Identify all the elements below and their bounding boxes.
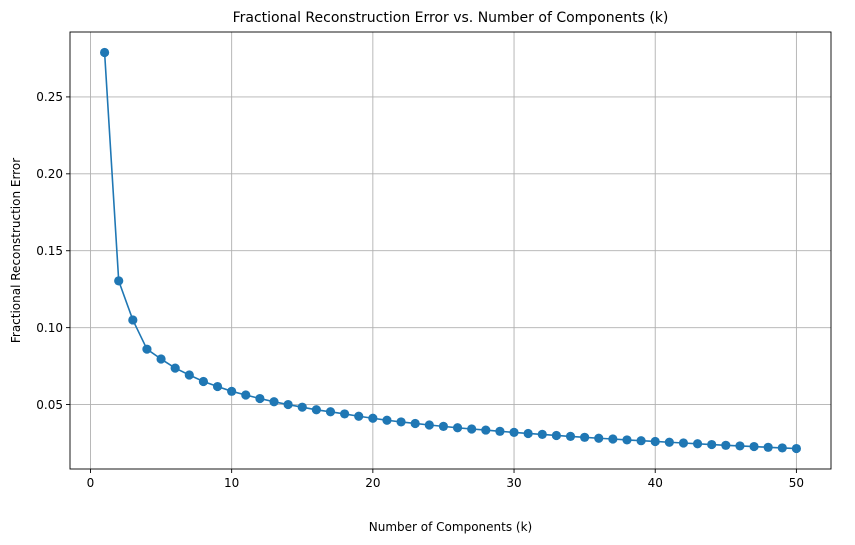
y-tick-label: 0.25 <box>36 90 63 104</box>
data-point <box>509 427 519 437</box>
data-point <box>735 441 745 451</box>
data-point <box>650 436 660 447</box>
data-point <box>156 354 166 364</box>
y-tick-label: 0.20 <box>36 167 63 181</box>
chart-title: Fractional Reconstruction Error vs. Numb… <box>233 10 669 26</box>
data-point <box>198 376 209 387</box>
series-layer <box>99 47 802 454</box>
y-tick-label: 0.15 <box>36 244 63 258</box>
data-point <box>114 276 124 286</box>
data-point <box>721 440 731 450</box>
data-point <box>481 425 491 435</box>
data-point <box>636 436 646 446</box>
data-point <box>297 402 307 412</box>
data-point <box>142 344 152 354</box>
y-axis-label: Fractional Reconstruction Error <box>9 158 23 343</box>
data-point <box>777 443 787 453</box>
grid <box>70 32 831 469</box>
data-point <box>212 381 223 392</box>
x-tick-label: 30 <box>506 476 521 490</box>
x-tick-label: 0 <box>87 476 95 490</box>
data-point <box>580 432 590 442</box>
data-point <box>749 441 759 452</box>
data-point <box>664 437 674 447</box>
x-tick-label: 20 <box>365 476 380 490</box>
y-tick-label: 0.10 <box>36 321 63 335</box>
data-point <box>325 407 336 417</box>
data-point <box>382 415 392 425</box>
data-point <box>692 439 703 449</box>
data-point <box>128 315 138 325</box>
data-point <box>410 418 420 429</box>
data-point <box>99 47 110 58</box>
data-point <box>438 421 449 431</box>
data-point <box>368 413 378 423</box>
data-point <box>608 434 618 444</box>
data-point <box>424 420 434 430</box>
ticks: 0 10 20 30 40 50 0.05 0.10 0.15 0.20 0.25 <box>36 90 804 490</box>
data-point <box>763 442 773 452</box>
data-point <box>311 405 321 415</box>
data-point <box>523 428 533 439</box>
data-point <box>495 426 505 436</box>
data-point <box>340 409 350 419</box>
data-point <box>551 430 561 441</box>
x-tick-label: 10 <box>224 476 239 490</box>
data-point <box>594 433 604 443</box>
data-point <box>283 399 293 410</box>
data-point <box>396 417 406 427</box>
data-point <box>791 443 802 454</box>
data-point <box>255 393 265 404</box>
data-point <box>678 438 689 448</box>
x-tick-label: 40 <box>648 476 663 490</box>
data-point <box>565 431 576 441</box>
data-point <box>354 411 364 421</box>
y-tick-label: 0.05 <box>36 398 63 412</box>
x-tick-label: 50 <box>789 476 804 490</box>
data-point <box>241 390 251 400</box>
data-point <box>170 363 180 373</box>
data-point <box>622 435 632 445</box>
x-axis-label: Number of Components (k) <box>369 520 532 534</box>
data-point <box>467 424 477 434</box>
data-point <box>707 439 717 450</box>
data-point <box>227 386 237 396</box>
data-point <box>452 423 463 433</box>
data-point <box>269 397 279 407</box>
data-point <box>537 429 547 439</box>
data-point <box>184 370 194 380</box>
